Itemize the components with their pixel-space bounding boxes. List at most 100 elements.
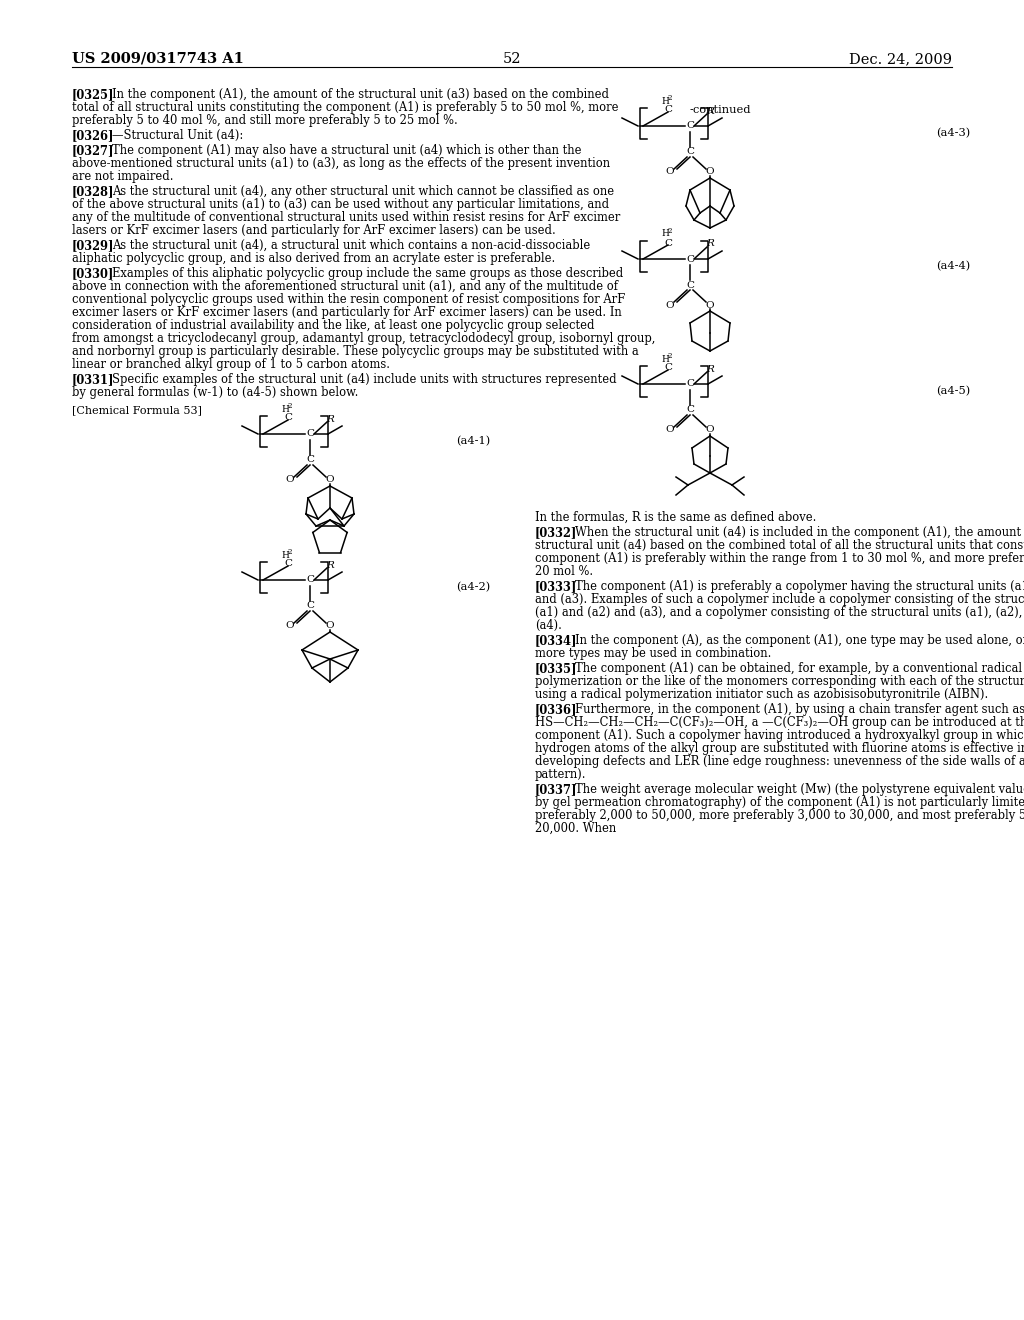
Text: The weight average molecular weight (Mw) (the polystyrene equivalent value deter: The weight average molecular weight (Mw)… [575, 783, 1024, 796]
Text: [0332]: [0332] [535, 525, 578, 539]
Text: [0330]: [0330] [72, 267, 115, 280]
Text: Dec. 24, 2009: Dec. 24, 2009 [849, 51, 952, 66]
Text: conventional polycyclic groups used within the resin component of resist composi: conventional polycyclic groups used with… [72, 293, 626, 306]
Text: R: R [326, 561, 334, 569]
Text: C: C [306, 576, 314, 585]
Text: R: R [326, 414, 334, 424]
Text: O: O [326, 475, 334, 484]
Text: component (A1). Such a copolymer having introduced a hydroxyalkyl group in which: component (A1). Such a copolymer having … [535, 729, 1024, 742]
Text: (a4-1): (a4-1) [456, 436, 490, 446]
Text: R: R [707, 107, 714, 116]
Text: (a4-2): (a4-2) [456, 582, 490, 593]
Text: [0328]: [0328] [72, 185, 115, 198]
Text: pattern).: pattern). [535, 768, 587, 781]
Text: are not impaired.: are not impaired. [72, 170, 173, 183]
Text: developing defects and LER (line edge roughness: unevenness of the side walls of: developing defects and LER (line edge ro… [535, 755, 1024, 768]
Text: O: O [286, 622, 294, 631]
Text: 2: 2 [288, 548, 292, 556]
Text: C: C [664, 363, 672, 372]
Text: O: O [286, 475, 294, 484]
Text: (a4-5): (a4-5) [936, 385, 970, 396]
Text: C: C [686, 148, 694, 157]
Text: from amongst a tricyclodecanyl group, adamantyl group, tetracyclododecyl group, : from amongst a tricyclodecanyl group, ad… [72, 333, 655, 345]
Text: lasers or KrF excimer lasers (and particularly for ArF excimer lasers) can be us: lasers or KrF excimer lasers (and partic… [72, 224, 556, 238]
Text: C: C [664, 239, 672, 248]
Text: (a1) and (a2) and (a3), and a copolymer consisting of the structural units (a1),: (a1) and (a2) and (a3), and a copolymer … [535, 606, 1024, 619]
Text: more types may be used in combination.: more types may be used in combination. [535, 647, 771, 660]
Text: HS—CH₂—CH₂—CH₂—C(CF₃)₂—OH, a —C(CF₃)₂—OH group can be introduced at the terminal: HS—CH₂—CH₂—CH₂—C(CF₃)₂—OH, a —C(CF₃)₂—OH… [535, 715, 1024, 729]
Text: polymerization or the like of the monomers corresponding with each of the struct: polymerization or the like of the monome… [535, 675, 1024, 688]
Text: R: R [707, 364, 714, 374]
Text: Specific examples of the structural unit (a4) include units with structures repr: Specific examples of the structural unit… [112, 374, 616, 385]
Text: consideration of industrial availability and the like, at least one polycyclic g: consideration of industrial availability… [72, 319, 595, 333]
Text: C: C [686, 405, 694, 414]
Text: H: H [281, 404, 289, 413]
Text: preferably 5 to 40 mol %, and still more preferably 5 to 25 mol %.: preferably 5 to 40 mol %, and still more… [72, 114, 458, 127]
Text: R: R [707, 239, 714, 248]
Text: of the above structural units (a1) to (a3) can be used without any particular li: of the above structural units (a1) to (a… [72, 198, 609, 211]
Text: O: O [666, 425, 675, 434]
Text: [0336]: [0336] [535, 704, 578, 715]
Text: C: C [686, 281, 694, 289]
Text: C: C [306, 455, 314, 465]
Text: H: H [662, 230, 669, 239]
Text: C: C [306, 602, 314, 610]
Text: structural unit (a4) based on the combined total of all the structural units tha: structural unit (a4) based on the combin… [535, 539, 1024, 552]
Text: C: C [284, 413, 292, 422]
Text: C: C [686, 380, 694, 388]
Text: In the formulas, R is the same as defined above.: In the formulas, R is the same as define… [535, 511, 816, 524]
Text: Examples of this aliphatic polycyclic group include the same groups as those des: Examples of this aliphatic polycyclic gr… [112, 267, 624, 280]
Text: C: C [686, 121, 694, 131]
Text: Furthermore, in the component (A1), by using a chain transfer agent such as: Furthermore, in the component (A1), by u… [575, 704, 1024, 715]
Text: by general formulas (w-1) to (a4-5) shown below.: by general formulas (w-1) to (a4-5) show… [72, 385, 358, 399]
Text: (a4).: (a4). [535, 619, 562, 632]
Text: C: C [686, 255, 694, 264]
Text: The component (A1) can be obtained, for example, by a conventional radical: The component (A1) can be obtained, for … [575, 663, 1022, 675]
Text: -continued: -continued [689, 106, 751, 115]
Text: (a4-4): (a4-4) [936, 261, 970, 271]
Text: [Chemical Formula 53]: [Chemical Formula 53] [72, 405, 202, 414]
Text: [0333]: [0333] [535, 579, 578, 593]
Text: total of all structural units constituting the component (A1) is preferably 5 to: total of all structural units constituti… [72, 102, 618, 114]
Text: As the structural unit (a4), a structural unit which contains a non-acid-dissoci: As the structural unit (a4), a structura… [112, 239, 590, 252]
Text: When the structural unit (a4) is included in the component (A1), the amount of t: When the structural unit (a4) is include… [575, 525, 1024, 539]
Text: H: H [662, 355, 669, 363]
Text: aliphatic polycyclic group, and is also derived from an acrylate ester is prefer: aliphatic polycyclic group, and is also … [72, 252, 555, 265]
Text: The component (A1) may also have a structural unit (a4) which is other than the: The component (A1) may also have a struc… [112, 144, 582, 157]
Text: 2: 2 [668, 227, 672, 235]
Text: [0329]: [0329] [72, 239, 115, 252]
Text: [0331]: [0331] [72, 374, 115, 385]
Text: 20,000. When: 20,000. When [535, 822, 616, 836]
Text: —Structural Unit (a4):: —Structural Unit (a4): [112, 129, 244, 143]
Text: As the structural unit (a4), any other structural unit which cannot be classifie: As the structural unit (a4), any other s… [112, 185, 614, 198]
Text: preferably 2,000 to 50,000, more preferably 3,000 to 30,000, and most preferably: preferably 2,000 to 50,000, more prefera… [535, 809, 1024, 822]
Text: O: O [666, 168, 675, 177]
Text: C: C [306, 429, 314, 438]
Text: [0325]: [0325] [72, 88, 115, 102]
Text: [0326]: [0326] [72, 129, 115, 143]
Text: O: O [326, 622, 334, 631]
Text: [0337]: [0337] [535, 783, 578, 796]
Text: The component (A1) is preferably a copolymer having the structural units (a1), (: The component (A1) is preferably a copol… [575, 579, 1024, 593]
Text: 52: 52 [503, 51, 521, 66]
Text: H: H [662, 96, 669, 106]
Text: linear or branched alkyl group of 1 to 5 carbon atoms.: linear or branched alkyl group of 1 to 5… [72, 358, 390, 371]
Text: C: C [284, 560, 292, 569]
Text: and (a3). Examples of such a copolymer include a copolymer consisting of the str: and (a3). Examples of such a copolymer i… [535, 593, 1024, 606]
Text: In the component (A1), the amount of the structural unit (a3) based on the combi: In the component (A1), the amount of the… [112, 88, 609, 102]
Text: 20 mol %.: 20 mol %. [535, 565, 593, 578]
Text: O: O [706, 168, 715, 177]
Text: 2: 2 [288, 403, 292, 411]
Text: In the component (A), as the component (A1), one type may be used alone, or two : In the component (A), as the component (… [575, 634, 1024, 647]
Text: C: C [664, 106, 672, 115]
Text: using a radical polymerization initiator such as azobisisobutyronitrile (AIBN).: using a radical polymerization initiator… [535, 688, 988, 701]
Text: H: H [281, 550, 289, 560]
Text: component (A1) is preferably within the range from 1 to 30 mol %, and more prefe: component (A1) is preferably within the … [535, 552, 1024, 565]
Text: 2: 2 [668, 352, 672, 360]
Text: any of the multitude of conventional structural units used within resist resins : any of the multitude of conventional str… [72, 211, 621, 224]
Text: O: O [706, 425, 715, 434]
Text: above in connection with the aforementioned structural unit (a1), and any of the: above in connection with the aforementio… [72, 280, 618, 293]
Text: excimer lasers or KrF excimer lasers (and particularly for ArF excimer lasers) c: excimer lasers or KrF excimer lasers (an… [72, 306, 622, 319]
Text: and norbornyl group is particularly desirable. These polycyclic groups may be su: and norbornyl group is particularly desi… [72, 345, 639, 358]
Text: 2: 2 [668, 94, 672, 102]
